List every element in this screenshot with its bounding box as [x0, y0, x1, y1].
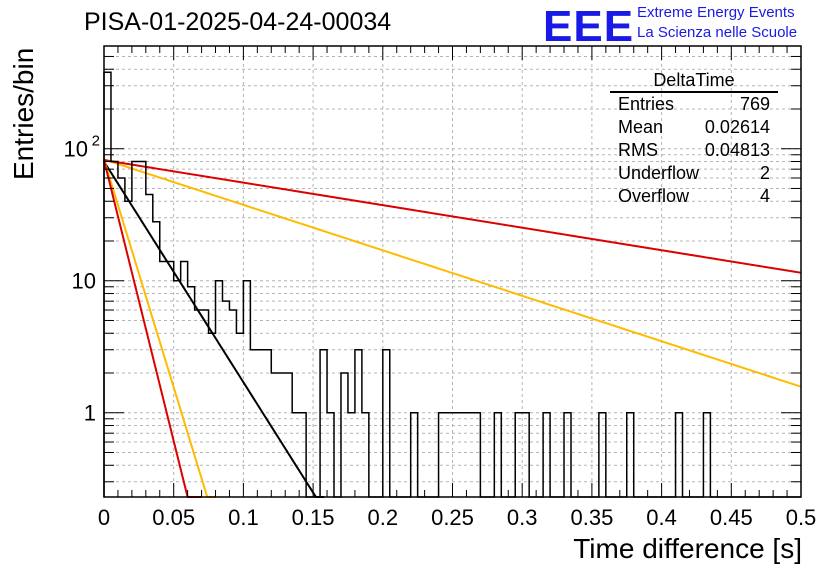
logo-caption: Extreme Energy Events La Scienza nelle S… — [637, 3, 797, 43]
x-tick-label: 0 — [98, 505, 110, 530]
x-tick-label: 0.35 — [570, 505, 613, 530]
plot-title: PISA-01-2025-04-24-00034 — [84, 8, 392, 36]
stats-label: Overflow — [618, 186, 690, 206]
tick-labels: 0 0.05 0.1 0.15 0.2 0.25 0.3 0.35 0.4 0.45 0.5 1 10 1… — [64, 133, 817, 530]
fit-curves — [103, 158, 802, 498]
x-tick-label: 0.4 — [646, 505, 677, 530]
y-tick-label: 10 — [72, 269, 96, 294]
stats-box: DeltaTime Entries 769 Mean 0.02614 RMS 0.04… — [610, 69, 778, 208]
eee-logo: EEE — [543, 2, 635, 51]
stats-label: RMS — [618, 140, 658, 160]
x-tick-label: 0.25 — [431, 505, 474, 530]
stats-value: 769 — [739, 94, 770, 114]
stats-row-underflow: Underflow 2 — [610, 162, 778, 185]
stats-label: Mean — [618, 117, 664, 137]
x-tick-label: 0.15 — [292, 505, 335, 530]
x-tick-label: 0.05 — [152, 505, 195, 530]
logo-line-2: La Scienza nelle Scuole — [637, 24, 798, 41]
stats-value: 0.02614 — [704, 117, 770, 137]
stats-row-overflow: Overflow 4 — [610, 185, 778, 208]
stats-value: 2 — [759, 163, 770, 183]
fit-curve — [103, 158, 802, 388]
x-tick-label: 0.45 — [710, 505, 753, 530]
axes — [103, 45, 802, 498]
x-tick-label: 0.3 — [507, 505, 538, 530]
y-tick-label: 10 — [64, 137, 88, 162]
stats-label: Entries — [618, 94, 675, 114]
stats-row-rms: RMS 0.04813 — [610, 139, 778, 162]
stats-label: Underflow — [618, 163, 700, 183]
stats-row-entries: Entries 769 — [610, 93, 778, 116]
y-tick-exponent: 2 — [92, 133, 100, 150]
x-tick-label: 0.1 — [228, 505, 259, 530]
stats-value: 4 — [759, 186, 770, 206]
y-tick-label: 1 — [84, 401, 96, 426]
stats-row-mean: Mean 0.02614 — [610, 116, 778, 139]
fit-curve — [103, 159, 216, 498]
logo-line-1: Extreme Energy Events — [637, 4, 795, 21]
fit-curve — [103, 160, 325, 498]
fit-curve — [103, 159, 202, 498]
stats-value: 0.04813 — [704, 140, 770, 160]
x-tick-label: 0.2 — [368, 505, 399, 530]
y-axis-label: Entries/bin — [8, 47, 39, 180]
x-tick-label: 0.5 — [786, 505, 817, 530]
fit-curve — [103, 159, 802, 274]
x-axis-label: Time difference [s] — [573, 533, 802, 564]
stats-title: DeltaTime — [610, 69, 778, 93]
